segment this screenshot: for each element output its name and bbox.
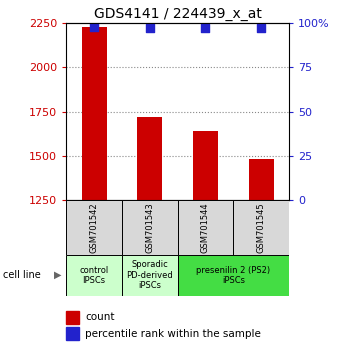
Bar [178,200,233,255]
Bar [122,200,178,255]
Bar [193,131,218,200]
Text: Sporadic
PD-derived
iPSCs: Sporadic PD-derived iPSCs [126,260,173,290]
Bar [249,159,274,200]
Text: GSM701545: GSM701545 [257,202,266,253]
Bar [178,255,289,296]
Point [258,25,264,31]
Bar [233,200,289,255]
Text: presenilin 2 (PS2)
iPSCs: presenilin 2 (PS2) iPSCs [196,266,270,285]
Text: cell line: cell line [3,270,41,280]
Bar [122,255,178,296]
Point [147,25,153,31]
Bar [66,255,122,296]
Text: count: count [85,312,115,322]
Bar [82,27,107,200]
Bar [137,117,162,200]
Bar [66,200,122,255]
Text: control
IPSCs: control IPSCs [80,266,109,285]
Text: ▶: ▶ [54,270,62,280]
Bar [66,311,79,324]
Point [91,24,97,29]
Point [203,25,208,31]
Title: GDS4141 / 224439_x_at: GDS4141 / 224439_x_at [94,7,261,21]
Text: GSM701542: GSM701542 [90,202,99,253]
Bar [66,327,79,340]
Text: GSM701544: GSM701544 [201,202,210,253]
Text: GSM701543: GSM701543 [145,202,154,253]
Text: percentile rank within the sample: percentile rank within the sample [85,329,261,339]
